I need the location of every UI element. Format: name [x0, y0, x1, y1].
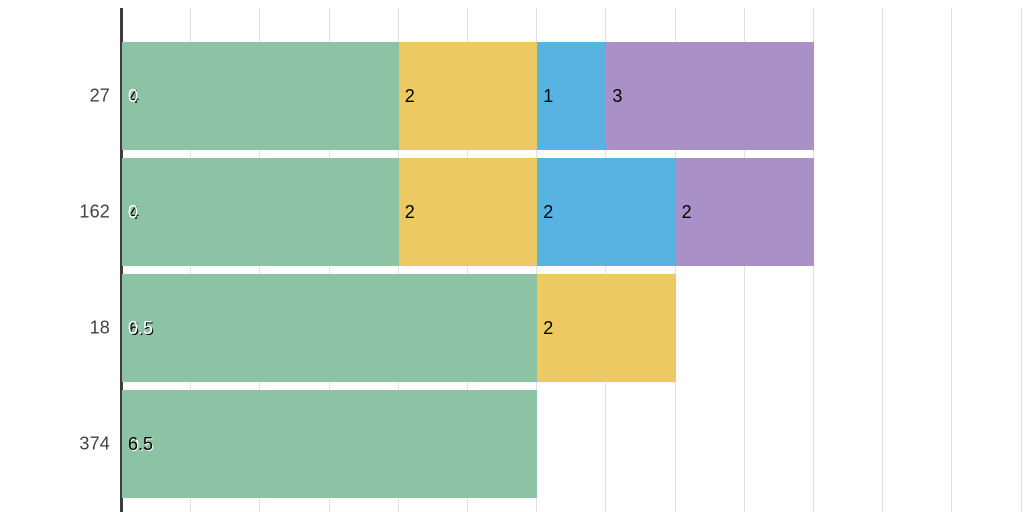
- segment-value-label: 2: [543, 202, 554, 222]
- y-tick-label: 27: [89, 85, 110, 106]
- segment-value-label: 0.5: [128, 318, 154, 338]
- y-axis-line: [119, 8, 123, 512]
- y-tick-label: 374: [79, 433, 110, 454]
- segment-value-label: 0: [128, 202, 139, 222]
- y-tick-label: 18: [89, 317, 110, 338]
- bar-segment-blue: 1: [537, 42, 607, 150]
- gridline: [882, 8, 884, 512]
- segment-value-label: 2: [404, 86, 415, 106]
- bar-segment-yellow: 2: [398, 42, 538, 150]
- bar-segment-purple: 3: [606, 42, 814, 150]
- segment-value-label: 2: [404, 202, 415, 222]
- segment-value-label: 2: [681, 202, 692, 222]
- segment-underlay-label: 4: [129, 203, 140, 223]
- gridline: [951, 8, 953, 512]
- segment-underlay-label: 4: [129, 87, 140, 107]
- segment-value-label: 3: [612, 86, 623, 106]
- segment-value-label: 0: [128, 86, 139, 106]
- y-tick-label: 162: [79, 201, 110, 222]
- segment-underlay-label: 0.5: [129, 435, 155, 455]
- segment-value-label: 6.5: [128, 434, 154, 454]
- bar-segment-blue: 2: [537, 158, 676, 266]
- bar-segment-green: 0.5 6.5: [122, 390, 538, 498]
- segment-value-label: 2: [543, 318, 554, 338]
- bar-segment-yellow: 2: [398, 158, 538, 266]
- segment-underlay-label: 6.5: [129, 319, 155, 339]
- gridline: [1020, 8, 1022, 512]
- segment-value-label: 1: [543, 86, 554, 106]
- bar-segment-yellow: 2: [537, 274, 676, 382]
- bar-segment-green: 6.5 0.5: [122, 274, 538, 382]
- bar-segment-purple: 2: [675, 158, 814, 266]
